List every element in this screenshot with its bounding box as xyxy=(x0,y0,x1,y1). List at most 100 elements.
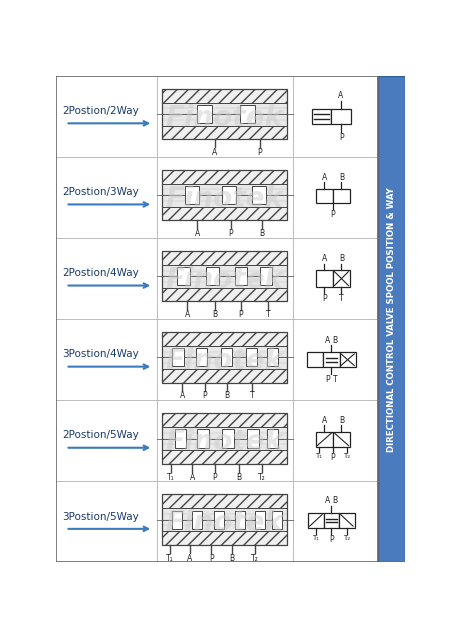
Bar xyxy=(247,430,258,447)
Text: P: P xyxy=(329,535,334,544)
Text: A: A xyxy=(322,416,327,425)
Bar xyxy=(260,267,272,285)
Text: A: A xyxy=(322,173,327,182)
Text: P: P xyxy=(209,554,213,562)
Text: T₂: T₂ xyxy=(343,453,351,459)
Bar xyxy=(272,511,282,528)
Bar xyxy=(172,511,182,528)
Text: P: P xyxy=(339,133,343,142)
Text: 2Postion/5Way: 2Postion/5Way xyxy=(63,430,139,441)
Bar xyxy=(162,170,287,184)
Text: Finotek: Finotek xyxy=(166,347,284,375)
Bar xyxy=(162,494,287,545)
Text: A: A xyxy=(185,310,190,319)
Bar xyxy=(162,265,287,288)
Text: T₁: T₁ xyxy=(312,535,319,540)
Bar xyxy=(175,430,186,447)
Text: B: B xyxy=(333,336,338,344)
Text: A: A xyxy=(190,473,195,482)
Bar xyxy=(378,76,405,562)
Bar xyxy=(267,430,279,447)
Text: T₂: T₂ xyxy=(258,473,266,482)
Bar xyxy=(324,513,339,528)
Bar xyxy=(323,353,339,367)
Bar xyxy=(162,288,287,301)
Text: Finotek: Finotek xyxy=(166,104,284,132)
Text: T₂: T₂ xyxy=(343,535,351,540)
Bar xyxy=(162,531,287,545)
Text: A: A xyxy=(187,554,193,562)
Text: T₂: T₂ xyxy=(251,554,259,562)
Bar xyxy=(162,332,287,346)
Bar xyxy=(162,450,287,464)
Text: T: T xyxy=(339,294,344,303)
Text: P: P xyxy=(325,375,330,384)
Bar xyxy=(172,348,184,367)
Text: P: P xyxy=(257,148,262,157)
Text: B: B xyxy=(225,391,230,401)
Text: P: P xyxy=(331,210,335,219)
Bar xyxy=(312,109,331,124)
Text: A: A xyxy=(338,91,344,100)
Bar xyxy=(255,511,265,528)
Bar xyxy=(162,184,287,207)
Text: B: B xyxy=(236,473,241,482)
Bar xyxy=(185,186,198,204)
Bar xyxy=(162,346,287,369)
Text: P: P xyxy=(322,294,327,303)
Text: B: B xyxy=(339,416,344,425)
Bar xyxy=(162,413,287,427)
Text: B: B xyxy=(339,173,344,182)
Bar xyxy=(214,511,224,528)
Bar xyxy=(333,432,350,447)
Bar xyxy=(333,270,350,287)
Text: A: A xyxy=(195,229,200,238)
Bar xyxy=(162,170,287,221)
Text: B: B xyxy=(230,554,235,562)
Text: A: A xyxy=(212,148,217,157)
Text: 3Postion/4Way: 3Postion/4Way xyxy=(63,349,139,360)
Bar xyxy=(221,348,232,367)
Bar xyxy=(240,105,255,123)
Text: A: A xyxy=(325,496,330,506)
Bar xyxy=(316,188,333,204)
Bar xyxy=(246,348,257,367)
Bar xyxy=(307,353,323,367)
Bar xyxy=(198,430,209,447)
Text: P: P xyxy=(331,453,335,462)
Text: B: B xyxy=(333,496,338,506)
Text: P: P xyxy=(202,391,207,401)
Text: B: B xyxy=(339,254,344,263)
Bar xyxy=(267,348,279,367)
Text: DIRECTIONAL CONTROL VALVE SPOOL POSITION & WAY: DIRECTIONAL CONTROL VALVE SPOOL POSITION… xyxy=(387,187,396,451)
Text: T₁: T₁ xyxy=(315,453,323,459)
Bar xyxy=(316,432,333,447)
Text: 2Postion/4Way: 2Postion/4Way xyxy=(63,268,139,278)
Bar xyxy=(222,430,234,447)
Bar xyxy=(235,267,247,285)
Bar xyxy=(162,251,287,265)
Text: 2Postion/2Way: 2Postion/2Way xyxy=(63,106,139,116)
Bar xyxy=(162,332,287,382)
Bar xyxy=(162,89,287,139)
Bar xyxy=(252,186,266,204)
Bar xyxy=(235,511,245,528)
Bar xyxy=(177,267,190,285)
Text: T: T xyxy=(266,310,271,319)
Bar xyxy=(162,369,287,382)
Text: Finotek: Finotek xyxy=(166,185,284,213)
Text: B: B xyxy=(212,310,217,319)
Text: T₁: T₁ xyxy=(167,473,175,482)
Bar xyxy=(162,427,287,450)
Text: 2Postion/3Way: 2Postion/3Way xyxy=(63,187,139,197)
Text: T₁: T₁ xyxy=(166,554,174,562)
Bar xyxy=(162,508,287,531)
Bar xyxy=(206,267,219,285)
Text: Finotek: Finotek xyxy=(166,509,284,537)
Bar xyxy=(162,102,287,126)
Bar xyxy=(196,348,207,367)
Bar xyxy=(162,89,287,102)
Text: A: A xyxy=(180,391,185,401)
Bar xyxy=(339,513,355,528)
Bar xyxy=(198,105,212,123)
